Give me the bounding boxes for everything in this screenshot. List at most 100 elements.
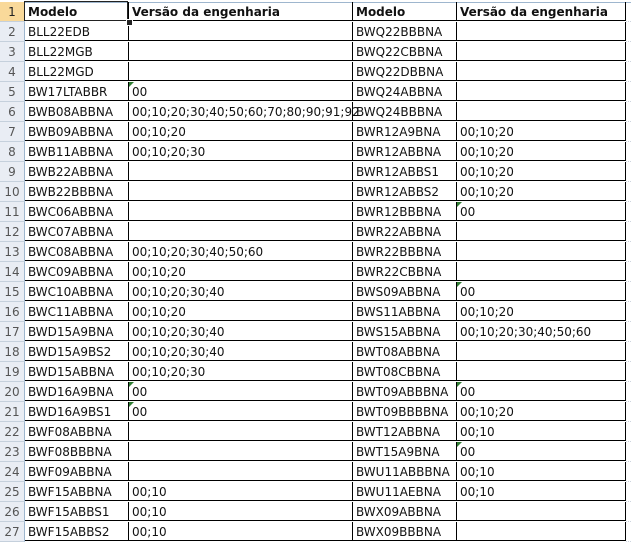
cell-versao[interactable]: 00;10;20 [129, 302, 353, 321]
row-header[interactable]: 13 [0, 242, 25, 262]
cell-modelo-2[interactable]: BWR22BBBNA [353, 242, 457, 261]
row-header[interactable]: 4 [0, 62, 25, 82]
cell-versao[interactable]: 00;10 [129, 502, 353, 521]
cell-modelo[interactable]: BWF09ABBNA [25, 462, 129, 481]
cell-versao[interactable]: 00;10;20;30;40 [129, 342, 353, 361]
row-header[interactable]: 15 [0, 282, 25, 302]
cell-modelo[interactable]: BWB22ABBNA [25, 162, 129, 181]
cell-modelo-2[interactable]: BWR12BBBNA [353, 202, 457, 221]
cell-versao[interactable]: 00;10;20;30;40;50;60;70;80;90;91;92 [129, 102, 360, 121]
cell-versao[interactable]: 00 [129, 382, 353, 401]
row-header[interactable]: 9 [0, 162, 25, 182]
cell-modelo-2[interactable]: BWQ24BBBNA [353, 102, 457, 121]
cell-modelo[interactable]: BWB22BBBNA [25, 182, 129, 201]
row-header[interactable]: 16 [0, 302, 25, 322]
fill-handle[interactable] [126, 19, 133, 26]
row-header[interactable]: 26 [0, 502, 25, 522]
cell-modelo[interactable]: BWF08BBBNA [25, 442, 129, 461]
cell-versao-2[interactable]: 00;10 [457, 482, 626, 501]
cell-versao[interactable] [129, 62, 353, 81]
header-cell-versao-2[interactable]: Versão da engenharia [457, 2, 626, 21]
cell-versao[interactable] [129, 182, 353, 201]
cell-modelo-2[interactable]: BWT08CBBNA [353, 362, 457, 381]
row-header[interactable]: 20 [0, 382, 25, 402]
row-header[interactable]: 18 [0, 342, 25, 362]
cell-versao-2[interactable]: 00;10;20 [457, 162, 626, 181]
cell-modelo[interactable]: BLL22MGB [25, 42, 129, 61]
row-header[interactable]: 17 [0, 322, 25, 342]
cell-versao-2[interactable]: 00 [457, 202, 626, 221]
cell-modelo-2[interactable]: BWQ22DBBNA [353, 62, 457, 81]
row-header[interactable]: 24 [0, 462, 25, 482]
row-header[interactable]: 1 [0, 2, 25, 22]
cell-versao[interactable]: 00;10;20;30;40;50;60 [129, 242, 353, 261]
cell-modelo[interactable]: BWD15ABBNA [25, 362, 129, 381]
cell-versao-2[interactable] [457, 342, 626, 361]
cell-modelo-2[interactable]: BWR12ABBNA [353, 142, 457, 161]
cell-modelo[interactable]: BWB08ABBNA [25, 102, 129, 121]
cell-modelo-2[interactable]: BWT12ABBNA [353, 422, 457, 441]
cell-modelo-2[interactable]: BWX09ABBNA [353, 502, 457, 521]
cell-versao[interactable] [129, 202, 353, 221]
cell-modelo[interactable]: BLL22EDB [25, 22, 129, 41]
cell-versao-2[interactable]: 00;10;20 [457, 142, 626, 161]
cell-versao[interactable]: 00;10;20;30;40 [129, 322, 353, 341]
row-header[interactable]: 3 [0, 42, 25, 62]
cell-modelo-2[interactable]: BWX09BBBNA [353, 522, 457, 541]
header-cell-versao[interactable]: Versão da engenharia [129, 2, 353, 21]
row-header[interactable]: 11 [0, 202, 25, 222]
cell-versao[interactable]: 00;10 [129, 482, 353, 501]
cell-modelo-2[interactable]: BWS09ABBNA [353, 282, 457, 301]
row-header[interactable]: 19 [0, 362, 25, 382]
row-header[interactable]: 14 [0, 262, 25, 282]
cell-versao-2[interactable]: 00 [457, 442, 626, 461]
cell-modelo-2[interactable]: BWT15A9BNA [353, 442, 457, 461]
cell-versao[interactable] [129, 162, 353, 181]
cell-versao-2[interactable]: 00;10 [457, 462, 626, 481]
cell-versao-2[interactable] [457, 242, 626, 261]
cell-versao[interactable]: 00;10;20;30 [129, 142, 353, 161]
cell-modelo-2[interactable]: BWR12A9BNA [353, 122, 457, 141]
row-header[interactable]: 2 [0, 22, 25, 42]
cell-versao-2[interactable]: 00 [457, 382, 626, 401]
cell-modelo[interactable]: BWD15A9BNA [25, 322, 129, 341]
cell-modelo-2[interactable]: BWQ24ABBNA [353, 82, 457, 101]
cell-versao-2[interactable] [457, 42, 626, 61]
cell-modelo-2[interactable]: BWR22CBBNA [353, 262, 457, 281]
cell-versao-2[interactable]: 00;10 [457, 422, 626, 441]
cell-modelo[interactable]: BWF15ABBS1 [25, 502, 129, 521]
cell-versao[interactable] [129, 422, 353, 441]
cell-modelo-2[interactable]: BWS15ABBNA [353, 322, 457, 341]
cell-modelo[interactable]: BWB11ABBNA [25, 142, 129, 161]
cell-versao[interactable] [129, 462, 353, 481]
row-header[interactable]: 21 [0, 402, 25, 422]
cell-versao[interactable]: 00;10;20;30 [129, 362, 353, 381]
cell-modelo[interactable]: BW17LTABBR [25, 82, 129, 101]
cell-versao[interactable]: 00;10;20 [129, 262, 353, 281]
cell-modelo[interactable]: BLL22MGD [25, 62, 129, 81]
cell-versao[interactable] [129, 22, 353, 41]
cell-versao-2[interactable] [457, 22, 626, 41]
cell-versao[interactable]: 00 [129, 82, 353, 101]
cell-modelo[interactable]: BWF15ABBS2 [25, 522, 129, 541]
cell-modelo-2[interactable]: BWT09BBBBNA [353, 402, 457, 421]
cell-versao-2[interactable]: 00;10;20 [457, 402, 626, 421]
cell-versao[interactable] [129, 442, 353, 461]
cell-versao[interactable] [129, 42, 353, 61]
cell-modelo[interactable]: BWF08ABBNA [25, 422, 129, 441]
cell-versao-2[interactable] [457, 522, 626, 541]
cell-modelo-2[interactable]: BWT09ABBBNA [353, 382, 457, 401]
cell-versao-2[interactable] [457, 502, 626, 521]
cell-modelo[interactable]: BWC07ABBNA [25, 222, 129, 241]
cell-versao-2[interactable] [457, 262, 626, 281]
cell-modelo[interactable]: BWD16A9BS1 [25, 402, 129, 421]
cell-versao-2[interactable]: 00;10;20 [457, 182, 626, 201]
row-header[interactable]: 27 [0, 522, 25, 542]
header-cell-modelo-2[interactable]: Modelo [353, 2, 457, 21]
row-header[interactable]: 5 [0, 82, 25, 102]
row-header[interactable]: 23 [0, 442, 25, 462]
cell-modelo-2[interactable]: BWU11AEBNA [353, 482, 457, 501]
cell-versao-2[interactable]: 00 [457, 282, 626, 301]
row-header[interactable]: 25 [0, 482, 25, 502]
cell-modelo[interactable]: BWB09ABBNA [25, 122, 129, 141]
